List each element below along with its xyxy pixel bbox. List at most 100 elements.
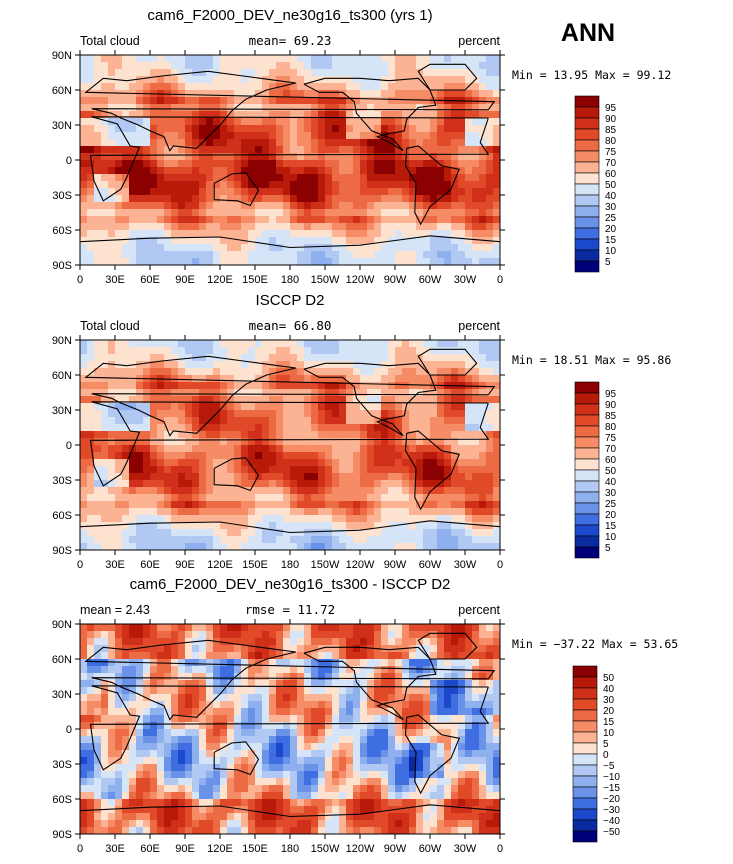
colorbar-label: −15 bbox=[603, 783, 620, 794]
colorbar-swatch bbox=[572, 687, 598, 700]
map-field bbox=[80, 55, 501, 266]
colorbar-label: 70 bbox=[605, 158, 617, 169]
x-tick-label: 150W bbox=[311, 843, 340, 855]
x-tick-label: 0 bbox=[497, 274, 503, 286]
x-tick-label: 30W bbox=[454, 274, 477, 286]
y-tick-label: 30N bbox=[52, 689, 72, 701]
x-tick-label: 120E bbox=[207, 559, 233, 571]
y-tick-label: 60S bbox=[52, 225, 72, 237]
x-tick-label: 30E bbox=[105, 843, 125, 855]
colorbar-label: 20 bbox=[605, 510, 617, 521]
colorbar-swatch bbox=[574, 546, 600, 559]
colorbar-label: 5 bbox=[605, 543, 611, 554]
colorbar-label: 75 bbox=[605, 433, 617, 444]
colorbar-label: 40 bbox=[603, 684, 615, 695]
x-tick-label: 90W bbox=[384, 274, 407, 286]
y-tick-label: 90N bbox=[52, 50, 72, 62]
colorbar-swatch bbox=[574, 447, 600, 460]
colorbar-label: −30 bbox=[603, 805, 620, 816]
y-tick-label: 60S bbox=[52, 794, 72, 806]
panel-2: ISCCP D2 Total cloud mean= 66.80 percent 0 30… bbox=[52, 292, 672, 571]
colorbar-swatch bbox=[572, 720, 598, 733]
colorbar-swatch bbox=[574, 249, 600, 262]
x-tick-label: 120E bbox=[207, 843, 233, 855]
colorbar-swatch bbox=[574, 392, 600, 405]
colorbar-swatch bbox=[574, 458, 600, 471]
colorbar-label: 20 bbox=[603, 706, 615, 717]
y-tick-label: 60N bbox=[52, 85, 72, 97]
y-tick-label: 0 bbox=[66, 155, 72, 167]
colorbar-swatch bbox=[574, 513, 600, 526]
colorbar-label: −20 bbox=[603, 794, 620, 805]
variable-label: Total cloud bbox=[80, 34, 140, 48]
mean-label: mean= 66.80 bbox=[249, 318, 332, 333]
x-tick-label: 0 bbox=[77, 274, 83, 286]
y-tick-label: 90N bbox=[52, 619, 72, 631]
units-label: percent bbox=[458, 34, 500, 48]
min-max-label: Min = 13.95 Max = 99.12 bbox=[512, 68, 671, 82]
colorbar-label: 75 bbox=[605, 147, 617, 158]
colorbar-label: −40 bbox=[603, 816, 620, 827]
colorbar-swatch bbox=[574, 106, 600, 119]
colorbar-swatch bbox=[574, 205, 600, 218]
panel-title: cam6_F2000_DEV_ne30g16_ts300 (yrs 1) bbox=[147, 7, 432, 24]
colorbar-swatch bbox=[574, 403, 600, 416]
colorbar-swatch bbox=[572, 819, 598, 832]
panel-1: cam6_F2000_DEV_ne30g16_ts300 (yrs 1) Tota… bbox=[52, 7, 671, 286]
coastlines bbox=[79, 632, 501, 818]
colorbar-swatch bbox=[572, 709, 598, 722]
colorbar-swatch bbox=[572, 775, 598, 788]
min-max-label: Min = −37.22 Max = 53.65 bbox=[512, 637, 678, 651]
y-tick-label: 30S bbox=[52, 759, 72, 771]
x-tick-label: 90E bbox=[175, 843, 195, 855]
colorbar-swatch bbox=[572, 808, 598, 821]
panels-layer: cam6_F2000_DEV_ne30g16_ts300 (yrs 1) Tota… bbox=[52, 7, 678, 855]
colorbar-swatch bbox=[572, 753, 598, 766]
x-tick-label: 90W bbox=[384, 559, 407, 571]
y-tick-label: 60N bbox=[52, 370, 72, 382]
x-tick-label: 60E bbox=[140, 559, 160, 571]
colorbar-label: 50 bbox=[605, 466, 617, 477]
units-label: percent bbox=[458, 603, 500, 617]
x-tick-label: 30E bbox=[105, 559, 125, 571]
x-tick-label: 180 bbox=[281, 274, 299, 286]
colorbar-swatch bbox=[574, 216, 600, 229]
map-field bbox=[80, 340, 501, 551]
colorbar-swatch bbox=[574, 227, 600, 240]
units-label: percent bbox=[458, 319, 500, 333]
colorbar-label: −50 bbox=[603, 827, 620, 838]
colorbar-swatch bbox=[572, 665, 598, 678]
min-max-label: Min = 18.51 Max = 95.86 bbox=[512, 353, 671, 367]
panel-3: cam6_F2000_DEV_ne30g16_ts300 - ISCCP D2 m… bbox=[52, 576, 678, 855]
y-tick-label: 0 bbox=[66, 440, 72, 452]
colorbar-label: 40 bbox=[605, 477, 617, 488]
colorbar-label: 50 bbox=[603, 673, 615, 684]
panel-title: cam6_F2000_DEV_ne30g16_ts300 - ISCCP D2 bbox=[130, 576, 451, 593]
colorbar-swatch bbox=[574, 183, 600, 196]
colorbar-label: 10 bbox=[603, 728, 615, 739]
season-label: ANN bbox=[561, 19, 615, 47]
colorbar-label: 30 bbox=[605, 488, 617, 499]
colorbar-label: 95 bbox=[605, 103, 617, 114]
colorbar-label: 30 bbox=[603, 695, 615, 706]
colorbar-swatch bbox=[572, 698, 598, 711]
variable-label: mean = 2.43 bbox=[80, 603, 150, 617]
x-tick-label: 60E bbox=[140, 274, 160, 286]
colorbar-label: 60 bbox=[605, 169, 617, 180]
colorbar-swatch bbox=[574, 524, 600, 537]
colorbar-swatch bbox=[574, 161, 600, 174]
y-tick-label: 30S bbox=[52, 190, 72, 202]
colorbar-swatch bbox=[572, 830, 598, 843]
colorbar-swatch bbox=[572, 797, 598, 810]
colorbar-label: 90 bbox=[605, 400, 617, 411]
mean-label: mean= 69.23 bbox=[249, 33, 332, 48]
colorbar-swatch bbox=[574, 260, 600, 273]
coastlines bbox=[79, 63, 501, 249]
colorbar-label: 0 bbox=[603, 750, 609, 761]
colorbar-swatch bbox=[572, 764, 598, 777]
variable-label: Total cloud bbox=[80, 319, 140, 333]
x-tick-label: 60W bbox=[419, 274, 442, 286]
y-tick-label: 30S bbox=[52, 475, 72, 487]
x-tick-label: 180 bbox=[281, 559, 299, 571]
colorbar-swatch bbox=[574, 469, 600, 482]
